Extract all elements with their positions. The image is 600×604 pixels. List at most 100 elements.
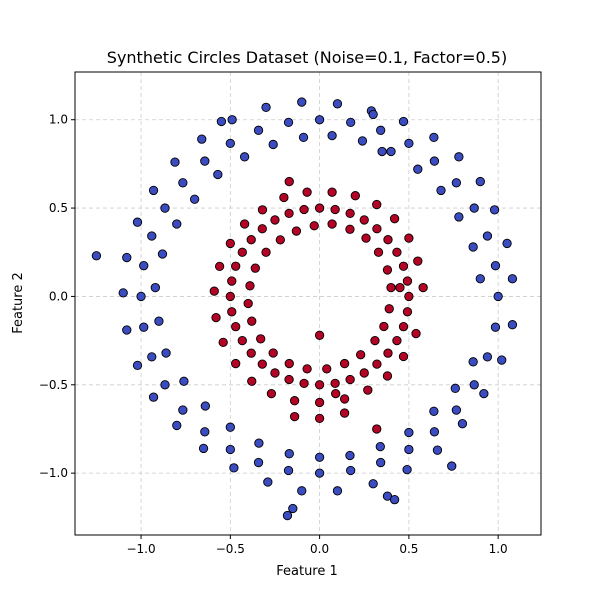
scatter-point bbox=[345, 208, 355, 219]
scatter-point bbox=[189, 194, 200, 204]
scatter-point bbox=[356, 350, 366, 360]
scatter-point bbox=[160, 203, 170, 213]
scatter-point bbox=[268, 348, 278, 358]
scatter-point bbox=[372, 359, 382, 369]
y-tick-label: −1.0 bbox=[39, 466, 68, 480]
scatter-point bbox=[339, 408, 350, 418]
scatter-point bbox=[389, 495, 400, 505]
scatter-point bbox=[302, 187, 312, 197]
scatter-point bbox=[330, 378, 340, 389]
scatter-point bbox=[256, 334, 266, 344]
scatter-point bbox=[502, 238, 512, 249]
scatter-point bbox=[302, 364, 312, 374]
scatter-point bbox=[257, 224, 267, 234]
scatter-point bbox=[309, 221, 319, 231]
scatter-point bbox=[247, 376, 257, 386]
scatter-point bbox=[122, 252, 132, 263]
scatter-point bbox=[314, 330, 325, 340]
scatter-point bbox=[229, 463, 239, 473]
scatter-point bbox=[489, 205, 500, 215]
scatter-point bbox=[507, 274, 518, 284]
scatter-point bbox=[327, 219, 337, 229]
scatter-point bbox=[225, 291, 235, 302]
scatter-point bbox=[178, 405, 188, 415]
scatter-point bbox=[493, 291, 503, 302]
scatter-point bbox=[404, 427, 414, 438]
scatter-point bbox=[451, 405, 462, 415]
x-tick-label: 0.5 bbox=[399, 542, 418, 556]
scatter-point bbox=[178, 178, 188, 188]
scatter-point bbox=[368, 479, 378, 489]
scatter-point bbox=[429, 406, 439, 416]
scatter-point bbox=[404, 138, 414, 149]
y-tick-label: 0.5 bbox=[49, 201, 68, 215]
scatter-point bbox=[283, 465, 294, 476]
scatter-point bbox=[402, 276, 413, 286]
scatter-point bbox=[314, 203, 325, 213]
scatter-point bbox=[404, 291, 414, 302]
scatter-point bbox=[332, 486, 343, 496]
scatter-point bbox=[283, 117, 294, 128]
scatter-point bbox=[198, 443, 209, 454]
scatter-point bbox=[359, 215, 369, 225]
scatter-point bbox=[314, 413, 325, 424]
scatter-point bbox=[479, 388, 489, 399]
scatter-point bbox=[225, 138, 235, 149]
x-tick-label: 0.0 bbox=[310, 542, 329, 556]
scatter-point bbox=[257, 205, 268, 215]
scatter-point bbox=[284, 176, 294, 187]
scatter-point bbox=[150, 282, 160, 293]
scatter-point bbox=[490, 322, 501, 332]
scatter-point bbox=[231, 261, 241, 271]
y-tick-label: 0.0 bbox=[49, 289, 68, 303]
chart-title: Synthetic Circles Dataset (Noise=0.1, Fa… bbox=[107, 48, 507, 67]
scatter-point bbox=[299, 204, 309, 215]
scatter-point bbox=[339, 358, 350, 369]
scatter-point bbox=[250, 263, 260, 273]
scatter-point bbox=[225, 238, 235, 249]
scatter-point bbox=[261, 247, 271, 257]
x-tick-label: −0.5 bbox=[216, 542, 245, 556]
scatter-point bbox=[451, 178, 462, 188]
scatter-point bbox=[225, 444, 235, 455]
scatter-point bbox=[345, 374, 355, 385]
scatter-point bbox=[395, 282, 405, 293]
scatter-point bbox=[237, 335, 247, 346]
scatter-point bbox=[398, 261, 409, 271]
scatter-point bbox=[237, 247, 247, 257]
scatter-point bbox=[497, 355, 507, 365]
scatter-point bbox=[382, 371, 393, 381]
scatter-point bbox=[247, 316, 257, 326]
scatter-point bbox=[261, 102, 271, 112]
scatter-point bbox=[211, 312, 221, 323]
scatter-point bbox=[148, 392, 159, 402]
scatter-point bbox=[284, 358, 294, 369]
scatter-point bbox=[377, 146, 387, 157]
series-0 bbox=[91, 97, 518, 521]
ticks-layer: −1.0 −0.5 0.0 0.5 1.0 −1.0 −0.5 0.0 0.5 1.0 bbox=[39, 113, 508, 556]
scatter-point bbox=[469, 380, 479, 390]
scatter-point bbox=[314, 115, 325, 125]
scatter-point bbox=[253, 457, 264, 468]
scatter-point bbox=[330, 204, 340, 215]
scatter-point bbox=[154, 316, 164, 326]
scatter-point bbox=[404, 444, 414, 455]
scatter-point bbox=[314, 452, 325, 462]
scatter-point bbox=[157, 249, 168, 259]
scatter-point bbox=[122, 325, 132, 335]
scatter-point bbox=[214, 261, 225, 272]
scatter-point bbox=[432, 445, 443, 455]
scatter-point bbox=[475, 176, 485, 187]
scatter-point bbox=[429, 132, 439, 143]
scatter-point bbox=[246, 235, 256, 245]
scatter-point bbox=[418, 282, 428, 293]
scatter-point bbox=[227, 276, 237, 286]
scatter-point bbox=[279, 192, 289, 203]
scatter-point bbox=[475, 274, 485, 284]
scatter-point bbox=[136, 291, 146, 302]
scatter-point bbox=[398, 321, 409, 332]
scatter-point bbox=[346, 117, 356, 128]
scatter-point bbox=[246, 348, 256, 358]
